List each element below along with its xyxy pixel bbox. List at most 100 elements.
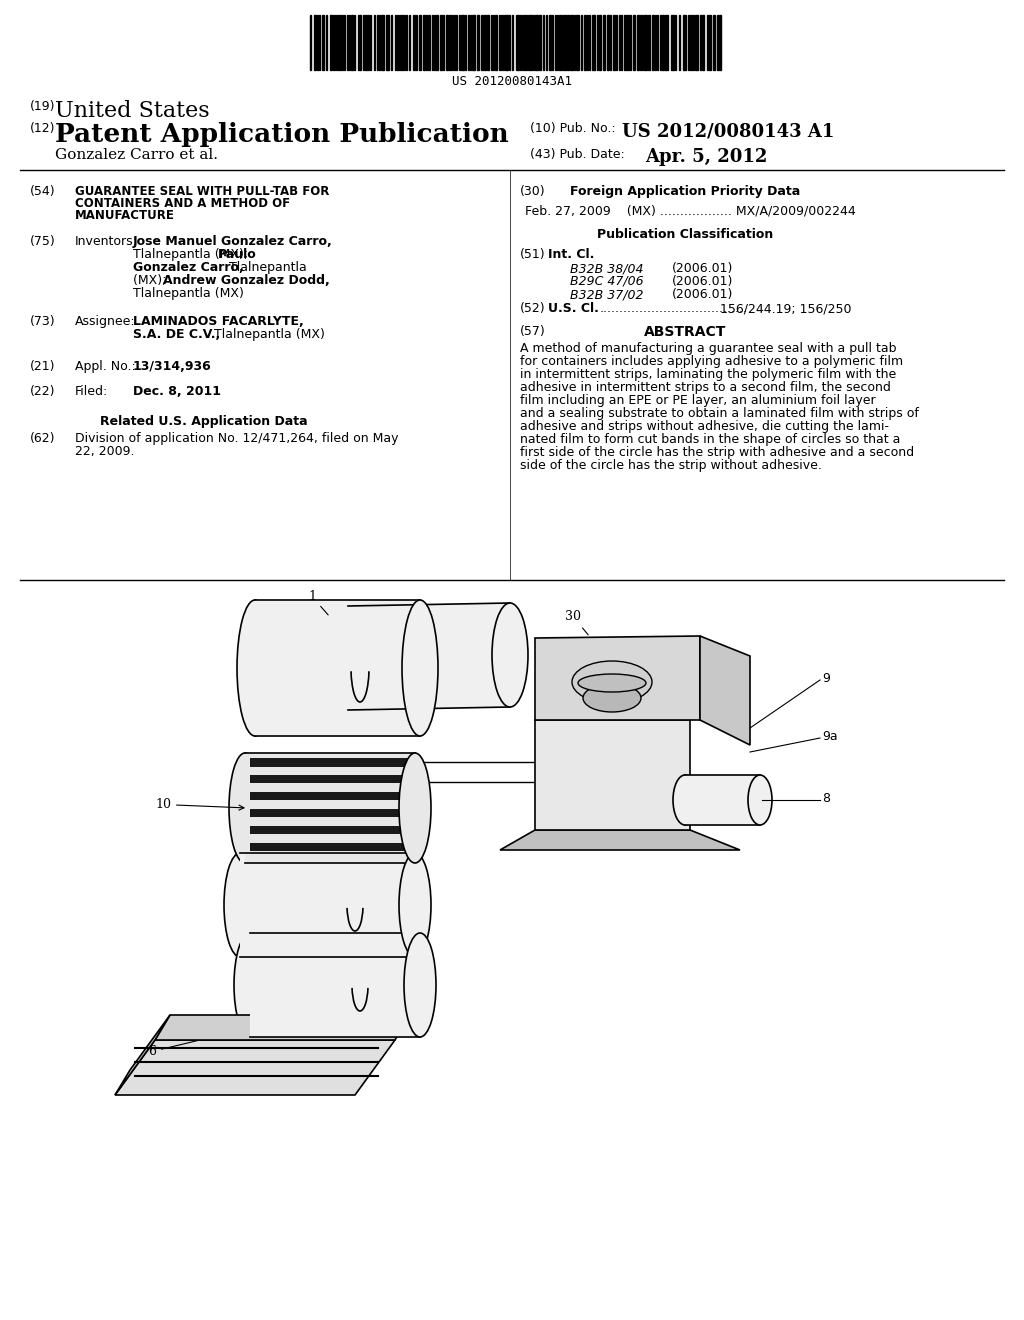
Ellipse shape xyxy=(578,675,646,692)
Text: United States: United States xyxy=(55,100,210,121)
Bar xyxy=(652,15,654,70)
Polygon shape xyxy=(250,842,413,851)
Bar xyxy=(419,15,421,70)
Text: Publication Classification: Publication Classification xyxy=(597,228,773,242)
Text: 9a: 9a xyxy=(822,730,838,742)
Polygon shape xyxy=(500,830,740,850)
Text: and a sealing substrate to obtain a laminated film with strips of: and a sealing substrate to obtain a lami… xyxy=(520,407,919,420)
Text: side of the circle has the strip without adhesive.: side of the circle has the strip without… xyxy=(520,459,822,473)
Text: Assignee:: Assignee: xyxy=(75,315,135,327)
Ellipse shape xyxy=(572,661,652,704)
Text: (73): (73) xyxy=(30,315,55,327)
Text: 6: 6 xyxy=(148,1040,198,1059)
Bar xyxy=(449,15,451,70)
Bar xyxy=(524,15,526,70)
Text: (21): (21) xyxy=(30,360,55,374)
Text: Andrew Gonzalez Dodd,: Andrew Gonzalez Dodd, xyxy=(163,275,330,286)
Text: Tlalnepantla: Tlalnepantla xyxy=(225,261,307,275)
Polygon shape xyxy=(348,603,510,710)
Bar xyxy=(683,15,686,70)
Text: Jose Manuel Gonzalez Carro,: Jose Manuel Gonzalez Carro, xyxy=(133,235,333,248)
Bar xyxy=(535,15,538,70)
Text: GUARANTEE SEAL WITH PULL-TAB FOR: GUARANTEE SEAL WITH PULL-TAB FOR xyxy=(75,185,330,198)
Text: film including an EPE or PE layer, an aluminium foil layer: film including an EPE or PE layer, an al… xyxy=(520,393,876,407)
Bar xyxy=(671,15,674,70)
Bar xyxy=(695,15,698,70)
Bar xyxy=(436,15,438,70)
Polygon shape xyxy=(255,601,420,737)
Text: 30: 30 xyxy=(565,610,588,635)
Bar xyxy=(564,15,566,70)
Bar xyxy=(709,15,711,70)
Text: (43) Pub. Date:: (43) Pub. Date: xyxy=(530,148,625,161)
Bar xyxy=(495,15,497,70)
Ellipse shape xyxy=(583,684,641,711)
Text: Patent Application Publication: Patent Application Publication xyxy=(55,121,509,147)
Text: for containers includes applying adhesive to a polymeric film: for containers includes applying adhesiv… xyxy=(520,355,903,368)
Bar xyxy=(339,15,341,70)
Text: (52): (52) xyxy=(520,302,546,315)
Text: Appl. No.:: Appl. No.: xyxy=(75,360,136,374)
Bar xyxy=(472,15,475,70)
Text: (75): (75) xyxy=(30,235,55,248)
Text: Tlalnepantla (MX): Tlalnepantla (MX) xyxy=(133,286,244,300)
Polygon shape xyxy=(155,1015,410,1040)
Bar xyxy=(428,15,430,70)
Text: (62): (62) xyxy=(30,432,55,445)
Text: (51): (51) xyxy=(520,248,546,261)
Bar xyxy=(592,15,595,70)
Text: Int. Cl.: Int. Cl. xyxy=(548,248,594,261)
Bar xyxy=(599,15,601,70)
Ellipse shape xyxy=(404,933,436,1038)
Bar xyxy=(484,15,486,70)
Text: first side of the circle has the strip with adhesive and a second: first side of the circle has the strip w… xyxy=(520,446,914,459)
Text: 22, 2009.: 22, 2009. xyxy=(75,445,134,458)
Bar xyxy=(713,15,715,70)
Bar xyxy=(516,15,519,70)
Bar xyxy=(381,15,384,70)
Bar xyxy=(539,15,541,70)
Bar xyxy=(613,15,615,70)
Text: 13/314,936: 13/314,936 xyxy=(133,360,212,374)
Polygon shape xyxy=(115,1040,395,1096)
Bar xyxy=(648,15,650,70)
Text: Gonzalez Carro,: Gonzalez Carro, xyxy=(133,261,244,275)
Ellipse shape xyxy=(399,853,431,957)
Text: (2006.01): (2006.01) xyxy=(672,275,733,288)
Text: nated film to form cut bands in the shape of circles so that a: nated film to form cut bands in the shap… xyxy=(520,433,900,446)
Bar xyxy=(386,15,389,70)
Text: ABSTRACT: ABSTRACT xyxy=(644,325,726,339)
Polygon shape xyxy=(250,758,413,767)
Bar xyxy=(401,15,403,70)
Text: B32B 38/04: B32B 38/04 xyxy=(570,261,643,275)
Polygon shape xyxy=(700,636,750,744)
Text: adhesive in intermittent strips to a second film, the second: adhesive in intermittent strips to a sec… xyxy=(520,381,891,393)
Text: 1: 1 xyxy=(308,590,328,615)
Text: 8: 8 xyxy=(822,792,830,804)
Bar xyxy=(702,15,705,70)
Text: 156/244.19; 156/250: 156/244.19; 156/250 xyxy=(720,302,852,315)
Bar xyxy=(603,15,605,70)
Text: Gonzalez Carro et al.: Gonzalez Carro et al. xyxy=(55,148,218,162)
Bar xyxy=(413,15,415,70)
Text: (57): (57) xyxy=(520,325,546,338)
Bar xyxy=(644,15,647,70)
Bar xyxy=(549,15,551,70)
Polygon shape xyxy=(250,775,413,784)
Text: (19): (19) xyxy=(30,100,55,114)
Bar xyxy=(505,15,508,70)
Text: LAMINADOS FACARLYTE,: LAMINADOS FACARLYTE, xyxy=(133,315,304,327)
Bar xyxy=(559,15,561,70)
Text: (2006.01): (2006.01) xyxy=(672,261,733,275)
Text: A method of manufacturing a guarantee seal with a pull tab: A method of manufacturing a guarantee se… xyxy=(520,342,896,355)
Text: Related U.S. Application Data: Related U.S. Application Data xyxy=(100,414,307,428)
Bar xyxy=(423,15,425,70)
Bar xyxy=(570,15,573,70)
Text: (MX);: (MX); xyxy=(133,275,170,286)
Ellipse shape xyxy=(748,775,772,825)
Bar xyxy=(481,15,483,70)
Text: Foreign Application Priority Data: Foreign Application Priority Data xyxy=(570,185,800,198)
Bar xyxy=(440,15,442,70)
Ellipse shape xyxy=(229,752,261,863)
Ellipse shape xyxy=(673,775,697,825)
